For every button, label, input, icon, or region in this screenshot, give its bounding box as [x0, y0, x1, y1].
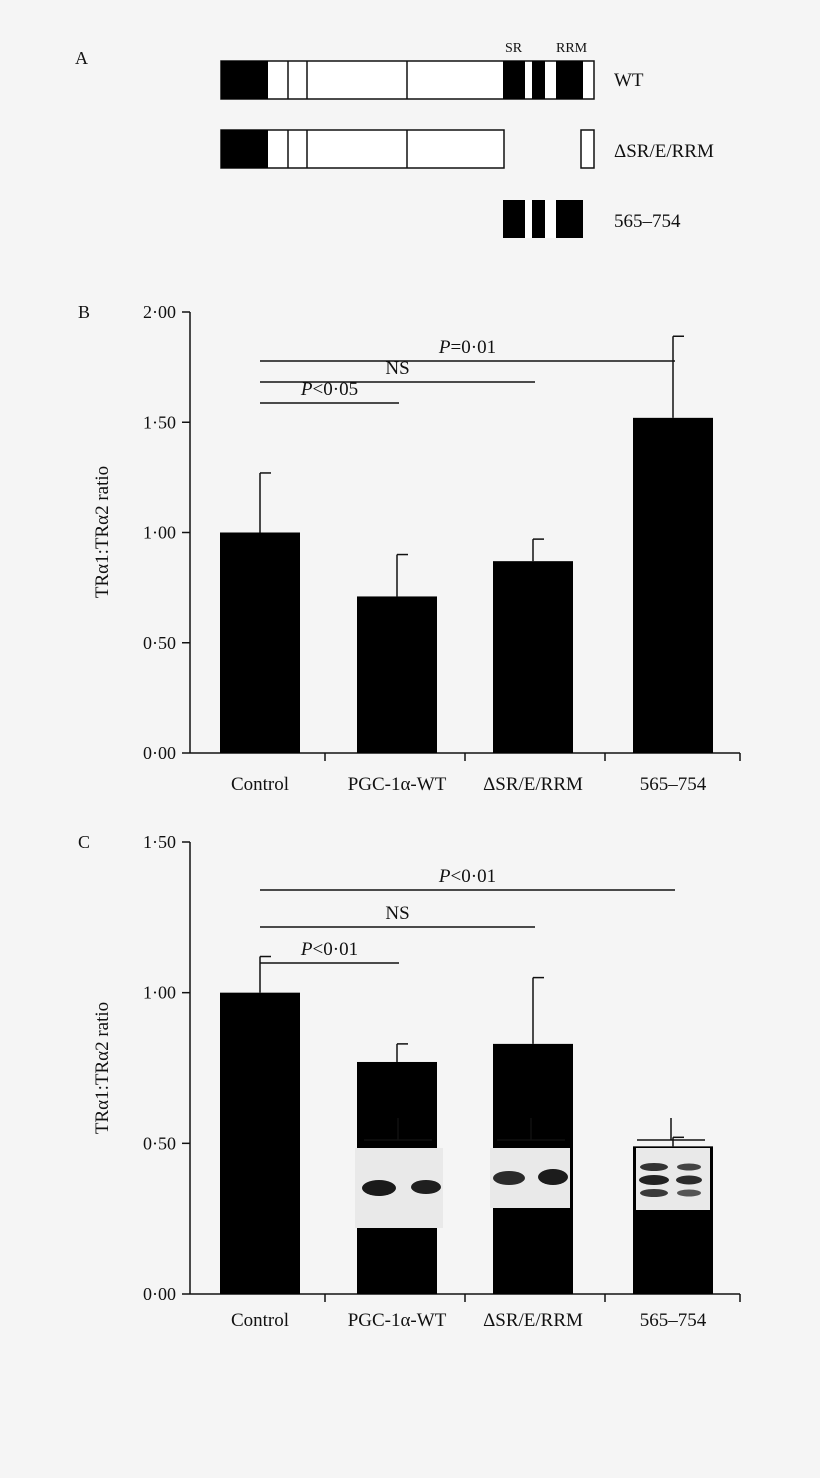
y-tick-label: 2·00 [143, 302, 176, 322]
p-value: NS [385, 903, 409, 924]
comparison-label: NS [385, 903, 409, 924]
construct-565-754-label: 565–754 [614, 211, 681, 232]
y-tick-label: 0·00 [143, 1284, 176, 1304]
bar [220, 532, 300, 753]
category-label: 565–754 [640, 1310, 707, 1331]
blot-image-565 [636, 1148, 710, 1210]
construct-565-754 [503, 200, 583, 238]
blot-image-delta [490, 1148, 570, 1208]
panel-c-label: C [78, 832, 90, 852]
category-label: PGC-1α-WT [348, 774, 447, 795]
panel-b-label: B [78, 302, 90, 322]
category-label: ΔSR/E/RRM [483, 774, 583, 795]
p-value: NS [385, 358, 409, 379]
chart-panel-c: C 0·00 0·50 1·00 1·50 TRα1:TRα2 ratio Control… [78, 832, 741, 1331]
category-label: Control [231, 1310, 289, 1331]
blot-bracket-565 [637, 1118, 705, 1141]
p-symbol: P [300, 379, 313, 400]
p-symbol: P [438, 337, 451, 358]
blot-bracket-delta [497, 1118, 565, 1141]
y-tick-label: 1·00 [143, 983, 176, 1003]
bar [493, 561, 573, 753]
y-tick-label: 1·50 [143, 832, 176, 852]
bar [633, 417, 713, 753]
y-tick-label: 1·00 [143, 523, 176, 543]
y-tick-label: 0·00 [143, 743, 176, 763]
y-tick-label: 0·50 [143, 633, 176, 653]
p-value: <0·01 [451, 866, 497, 887]
construct-delta-sr-e-rrm [220, 129, 595, 169]
blot-bracket-pgc [364, 1118, 432, 1141]
bar [357, 596, 437, 753]
panel-a-label: A [75, 48, 88, 68]
blot-image-pgc [355, 1148, 443, 1228]
construct-delta-label: ΔSR/E/RRM [614, 141, 714, 162]
p-value: <0·01 [313, 939, 359, 960]
bar [220, 992, 300, 1294]
category-label: Control [231, 774, 289, 795]
p-symbol: P [300, 939, 313, 960]
y-tick-label: 1·50 [143, 412, 176, 432]
panel-a: A SR RRM WT ΔSR/E/RRM [75, 41, 714, 238]
y-axis-title: TRα1:TRα2 ratio [92, 1002, 113, 1134]
comparison-label: P<0·01 [438, 866, 496, 887]
category-label: PGC-1α-WT [348, 1310, 447, 1331]
p-value: =0·01 [451, 337, 497, 358]
comparison-label: P<0·01 [300, 939, 358, 960]
comparison-label: NS [385, 358, 409, 379]
rrm-domain-label: RRM [556, 41, 588, 56]
construct-wt-label: WT [614, 70, 644, 91]
p-symbol: P [438, 866, 451, 887]
western-blot [355, 1118, 710, 1228]
comparison-label: P=0·01 [438, 337, 496, 358]
y-tick-label: 0·50 [143, 1133, 176, 1153]
chart-panel-b: B 0·00 0·50 1·00 1·50 2·00 TRα1:TRα2 ratio Con… [78, 302, 741, 795]
p-value: <0·05 [313, 379, 359, 400]
y-axis-title: TRα1:TRα2 ratio [92, 466, 113, 598]
category-label: ΔSR/E/RRM [483, 1310, 583, 1331]
category-label: 565–754 [640, 774, 707, 795]
construct-wt [220, 60, 595, 100]
sr-domain-label: SR [505, 41, 523, 56]
comparison-label: P<0·05 [300, 379, 358, 400]
